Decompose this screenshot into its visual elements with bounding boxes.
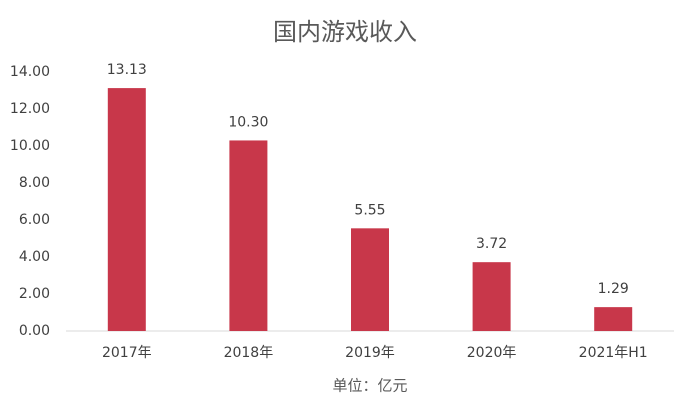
- y-tick-label: 10.00: [10, 138, 50, 154]
- bar: [107, 88, 146, 331]
- x-tick-label: 2020年: [467, 345, 517, 361]
- y-tick-label: 4.00: [19, 249, 50, 265]
- x-tick-label: 2021年H1: [579, 345, 648, 361]
- y-tick-label: 0.00: [19, 323, 50, 339]
- value-label: 13.13: [107, 62, 147, 78]
- x-tick-label: 2018年: [224, 345, 274, 361]
- x-tick-label: 2017年: [102, 345, 152, 361]
- x-tick-label: 2019年: [345, 345, 395, 361]
- bar: [229, 140, 268, 331]
- x-axis-title: 单位：亿元: [332, 377, 407, 395]
- y-tick-label: 2.00: [19, 286, 50, 302]
- y-tick-label: 6.00: [19, 212, 50, 228]
- value-label: 1.29: [598, 281, 629, 297]
- y-tick-label: 8.00: [19, 175, 50, 191]
- value-label: 10.30: [228, 114, 268, 130]
- chart-title: 国内游戏收入: [273, 18, 417, 46]
- value-label: 5.55: [354, 202, 385, 218]
- bar: [594, 307, 633, 331]
- bar: [472, 262, 511, 331]
- value-label: 3.72: [476, 236, 507, 252]
- y-tick-label: 14.00: [10, 64, 50, 80]
- bar: [351, 228, 389, 331]
- y-tick-label: 12.00: [10, 101, 50, 117]
